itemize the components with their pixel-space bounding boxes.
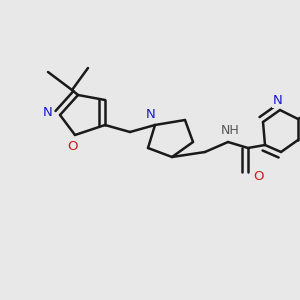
Text: O: O	[253, 169, 263, 182]
Text: N: N	[273, 94, 283, 106]
Text: NH: NH	[220, 124, 239, 137]
Text: O: O	[68, 140, 78, 154]
Text: N: N	[43, 106, 53, 118]
Text: N: N	[146, 109, 156, 122]
